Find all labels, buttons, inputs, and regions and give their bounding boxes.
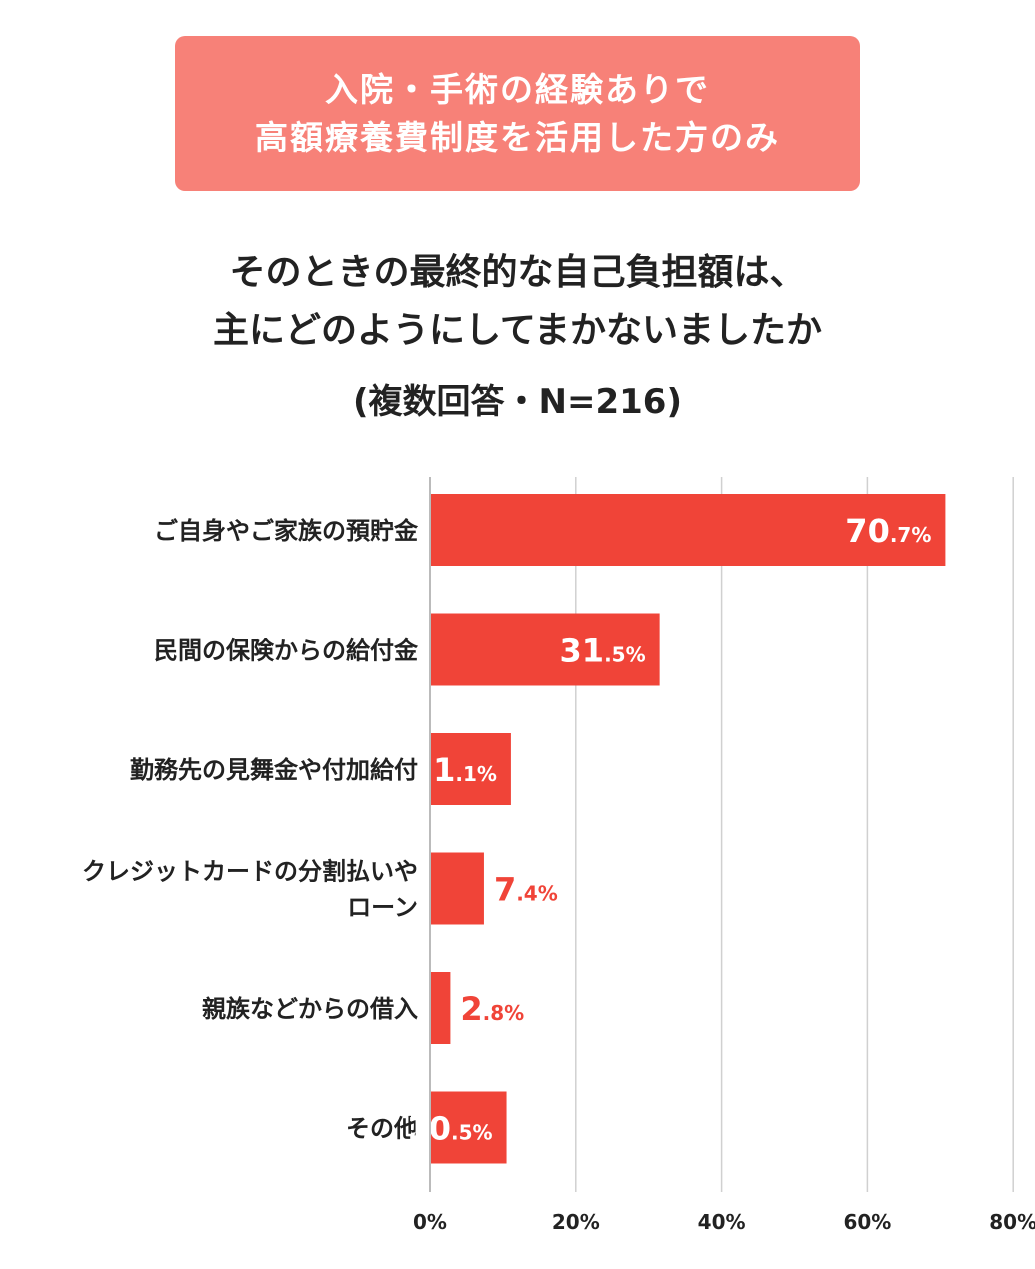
banner-line-2: 高額療養費制度を活用した方のみ — [255, 117, 780, 157]
banner-line-1: 入院・手術の経験ありで — [325, 69, 710, 109]
category-label: ご自身やご家族の預貯金 — [154, 517, 419, 545]
x-tick-label: 0% — [413, 1210, 447, 1234]
bar — [430, 733, 511, 805]
category-label: その他 — [346, 1115, 418, 1143]
bar — [430, 613, 660, 686]
value-label: 70.7% — [845, 512, 931, 550]
bar — [430, 852, 484, 925]
x-tick-label: 40% — [698, 1210, 746, 1234]
bar — [430, 972, 451, 1044]
category-label: 民間の保険からの給付金 — [154, 637, 419, 665]
bar — [430, 1091, 507, 1164]
x-tick-label: 80% — [989, 1210, 1035, 1234]
category-label: 親族などからの借入 — [202, 995, 418, 1023]
bar — [430, 494, 946, 566]
value-label: 7.4% — [494, 871, 558, 909]
x-tick-label: 20% — [552, 1210, 600, 1234]
chart-subtitle: (複数回答・N=216) — [353, 382, 682, 422]
value-label: 2.8% — [460, 990, 524, 1028]
x-tick-label: 60% — [843, 1210, 891, 1234]
value-label: 11.1% — [411, 751, 497, 789]
value-label: 10.5% — [406, 1110, 492, 1148]
category-label: 勤務先の見舞金や付加給付 — [130, 756, 418, 784]
filter-banner: 入院・手術の経験ありで 高額療養費制度を活用した方のみ — [175, 36, 860, 191]
category-label: クレジットカードの分割払いや — [82, 858, 418, 886]
bar-chart: 0% 20% 40% 60% 80% ご自身やご家族の預貯金 70.7% 民間の保険からの給付… — [82, 477, 1035, 1234]
value-label: 31.5% — [560, 632, 646, 670]
chart-title-line-1: そのときの最終的な自己負担額は、 — [229, 252, 806, 293]
category-label: ローン — [347, 894, 418, 922]
chart-title-line-2: 主にどのようにしてまかないましたか — [212, 310, 823, 351]
chart-title: そのときの最終的な自己負担額は、 主にどのようにしてまかないましたか — [0, 244, 1035, 360]
